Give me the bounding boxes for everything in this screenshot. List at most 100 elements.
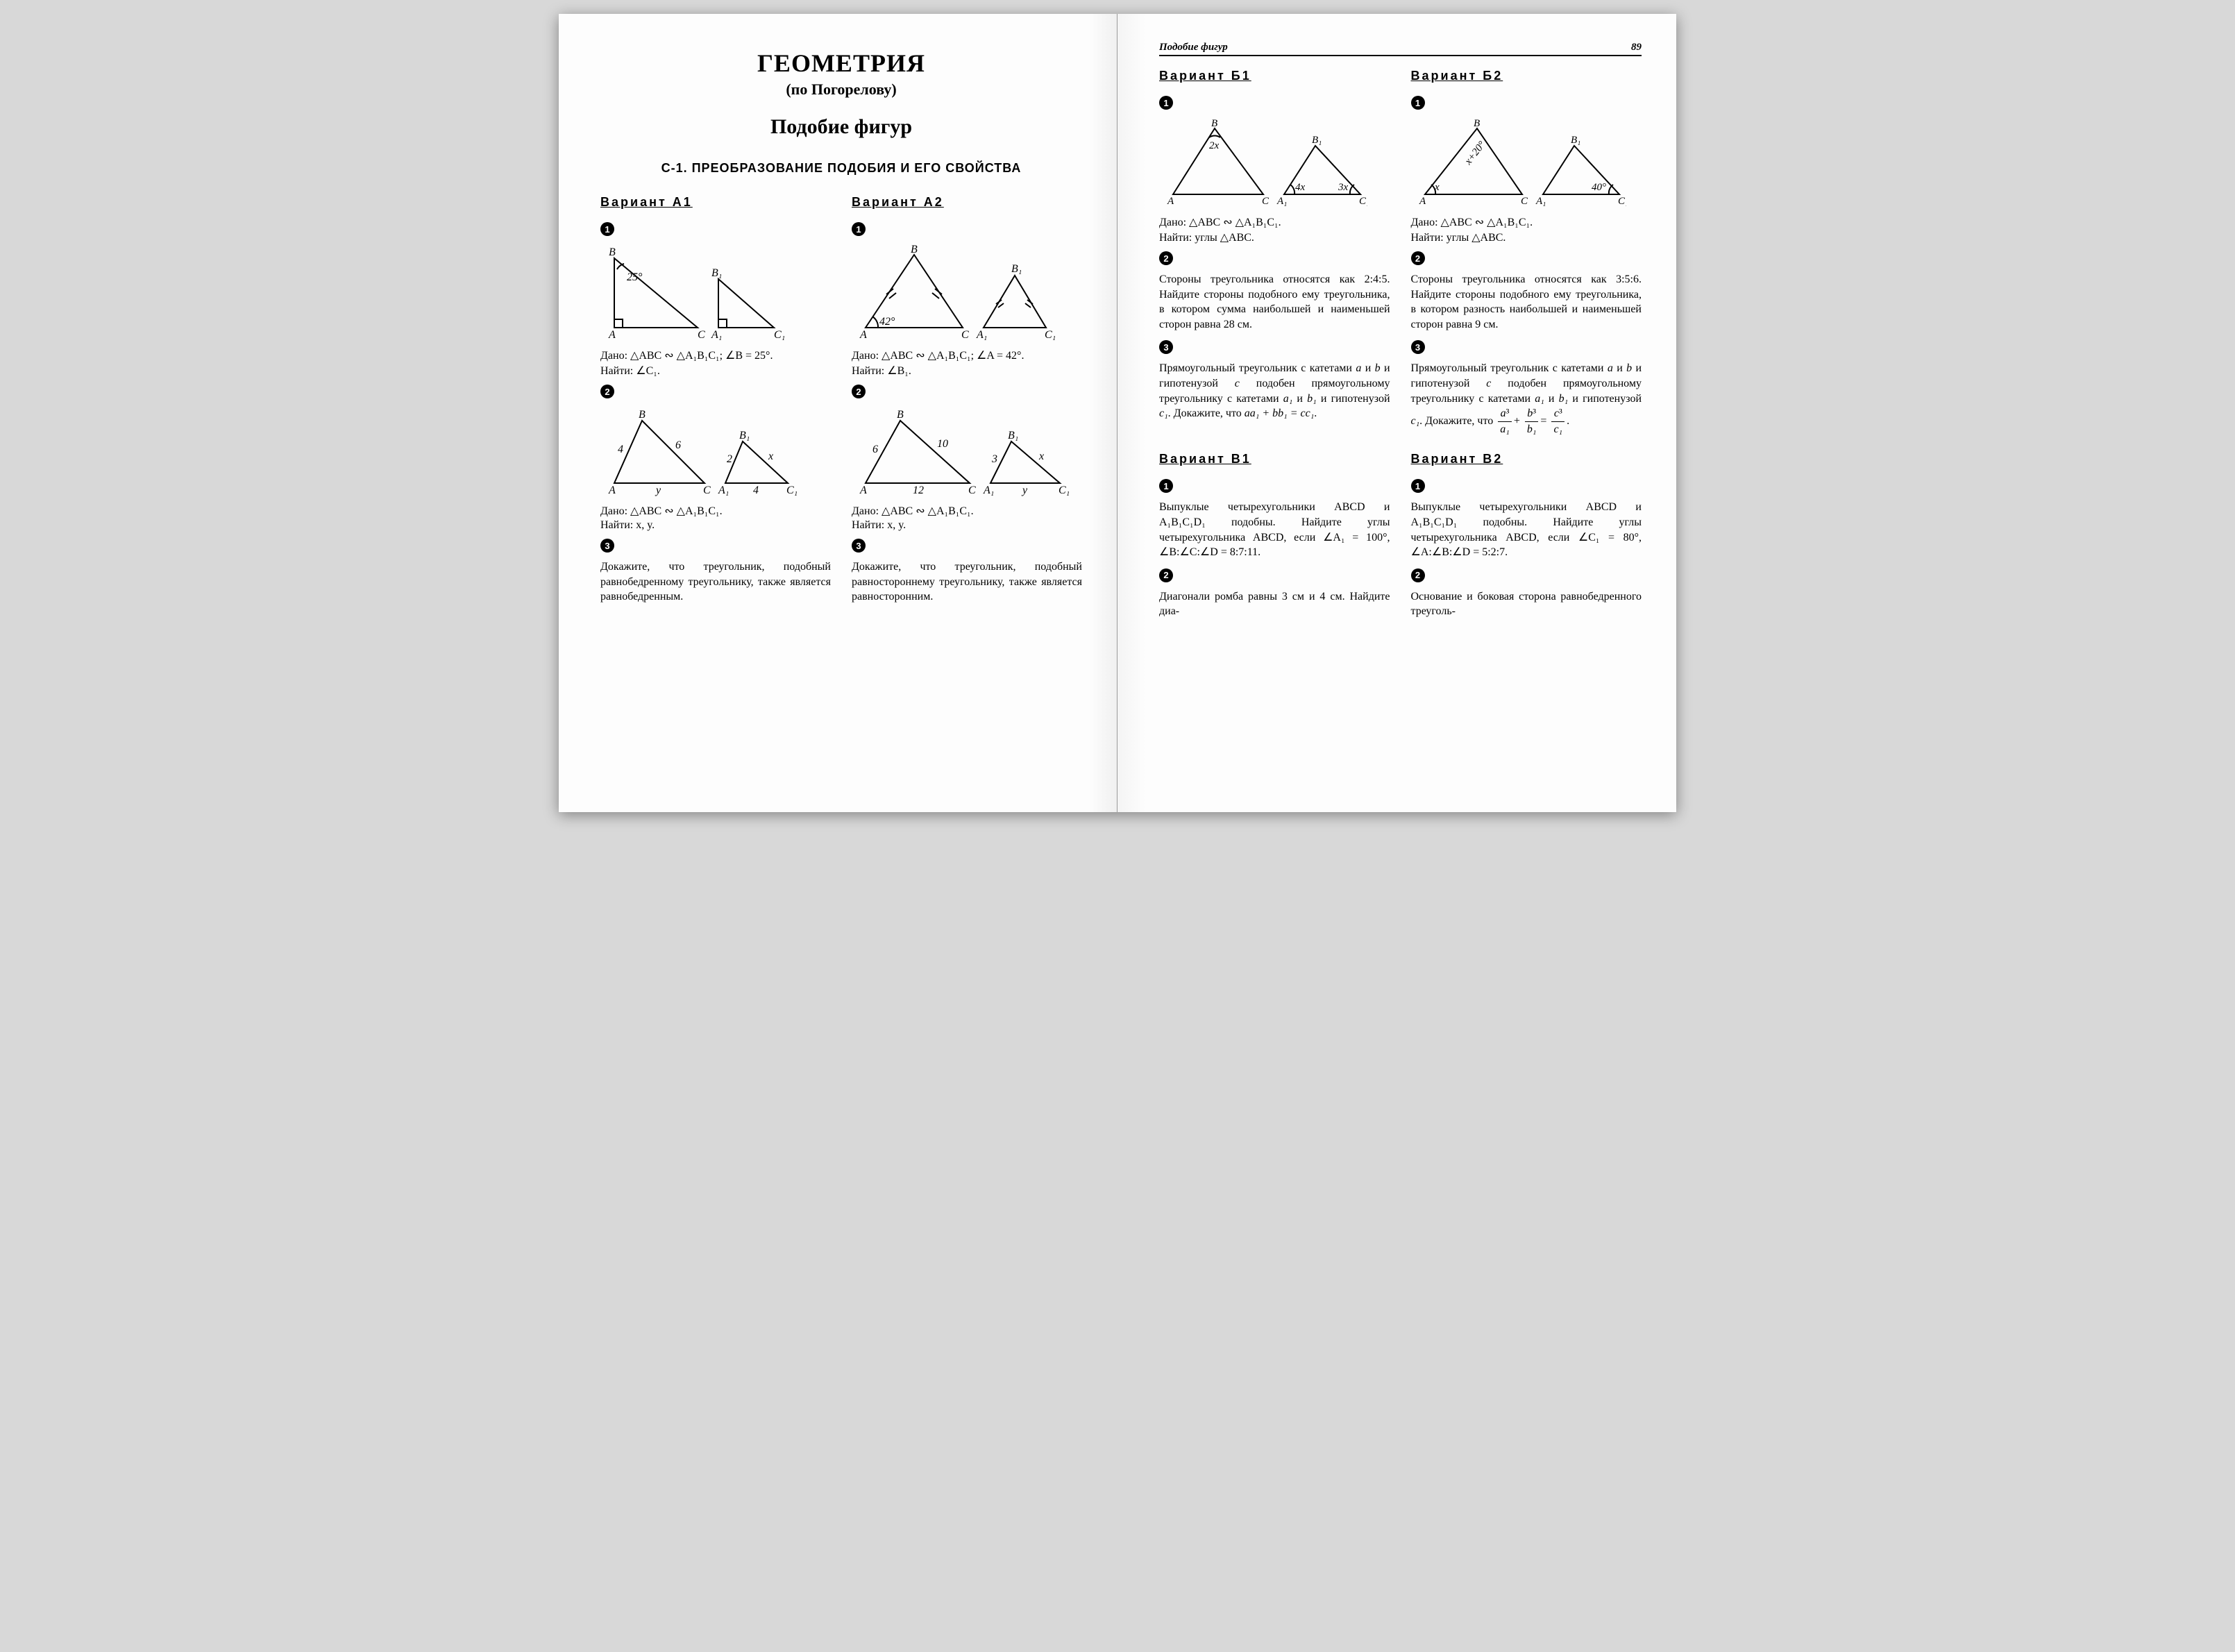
svg-text:10: 10	[937, 438, 948, 450]
b2-p2: Стороны треугольника относятся как 3:5:6…	[1411, 272, 1642, 332]
svg-text:y: y	[655, 484, 661, 496]
variant-v1: Вариант В1 1 Выпуклые четырехугольники A…	[1159, 452, 1390, 622]
bullet-1: 1	[1411, 479, 1425, 493]
variant-b1: Вариант Б1 1 ABC 2x	[1159, 69, 1390, 439]
svg-text:A: A	[608, 329, 616, 341]
page-number: 89	[1631, 42, 1642, 53]
bullet-2: 2	[600, 385, 614, 398]
book-spread: ГЕОМЕТРИЯ (по Погорелову) Подобие фигур …	[559, 14, 1676, 812]
svg-text:B: B	[1474, 118, 1480, 129]
svg-text:12: 12	[913, 484, 924, 496]
a1-p3: Докажите, что треугольник, подобный равн…	[600, 559, 831, 605]
subtitle: (по Погорелову)	[600, 81, 1082, 99]
bullet-2: 2	[1411, 251, 1425, 265]
bullet-3: 3	[852, 539, 866, 553]
svg-text:B: B	[639, 409, 646, 421]
svg-text:B₁: B₁	[1011, 263, 1022, 275]
svg-text:C: C	[1521, 196, 1528, 207]
svg-text:42°: 42°	[879, 316, 895, 328]
svg-text:x+20°: x+20°	[1462, 140, 1487, 167]
svg-text:4: 4	[618, 444, 623, 455]
v1-p1: Выпуклые четырехугольники ABCD и A₁B₁C₁D…	[1159, 500, 1390, 559]
bullet-2: 2	[1159, 568, 1173, 582]
svg-text:4: 4	[753, 484, 759, 496]
variant-label: Вариант А1	[600, 195, 831, 210]
v2-p1: Выпуклые четырехугольники ABCD и A₁B₁C₁D…	[1411, 500, 1642, 559]
svg-text:x: x	[768, 450, 773, 462]
svg-text:2: 2	[727, 453, 732, 465]
variant-label: Вариант Б1	[1159, 69, 1390, 83]
svg-text:B₁: B₁	[711, 267, 722, 279]
bullet-1: 1	[600, 222, 614, 236]
svg-text:C₁: C₁	[786, 484, 798, 496]
b1-p3: Прямоугольный треугольник с катетами a и…	[1159, 361, 1390, 421]
svg-text:B: B	[609, 246, 616, 258]
figure-a2-2: ABC 61012 A₁B₁C₁ 3xy	[852, 407, 1082, 497]
svg-text:B: B	[1211, 118, 1217, 129]
svg-text:A₁: A₁	[718, 484, 729, 496]
svg-text:B₁: B₁	[1571, 135, 1580, 146]
b2-p3: Прямоугольный треугольник с катетами a и…	[1411, 361, 1642, 437]
svg-text:A: A	[859, 329, 867, 341]
bullet-2: 2	[1411, 568, 1425, 582]
running-head: Подобие фигур 89	[1159, 42, 1642, 56]
left-columns: Вариант А1 1	[600, 195, 1082, 607]
figure-a2-1: ABC 42° A₁B₁C₁	[852, 244, 1082, 342]
figure-b1: ABC 2x A₁B₁C₁ 4x3x	[1159, 118, 1390, 208]
b2-p1-given: Дано: △ABC ∾ △A₁B₁C₁.	[1411, 215, 1642, 229]
a2-p2-find: Найти: x, y.	[852, 519, 1082, 532]
b1-p1-find: Найти: углы △ABC.	[1159, 230, 1390, 244]
bullet-3: 3	[600, 539, 614, 553]
v1-p2: Диагонали ромба равны 3 см и 4 см. Найди…	[1159, 589, 1390, 619]
figure-a1-1: A B C 25° A₁ B₁ C₁	[600, 244, 831, 342]
svg-text:25°: 25°	[627, 271, 643, 283]
right-page: Подобие фигур 89 Вариант Б1 1	[1118, 14, 1676, 812]
svg-text:C: C	[703, 484, 711, 496]
bullet-1: 1	[1411, 96, 1425, 110]
svg-text:C₁: C₁	[1618, 196, 1626, 207]
svg-text:B: B	[911, 244, 918, 255]
figure-a1-2: ABC 46y A₁B₁C₁ 2x4	[600, 407, 831, 497]
b2-p1-find: Найти: углы △ABC.	[1411, 230, 1642, 244]
svg-text:C₁: C₁	[1359, 196, 1367, 207]
svg-text:x: x	[1038, 450, 1044, 462]
variant-label: Вариант Б2	[1411, 69, 1642, 83]
svg-text:6: 6	[675, 439, 681, 451]
a1-p2-given: Дано: △ABC ∾ △A₁B₁C₁.	[600, 504, 831, 518]
variant-label: Вариант В2	[1411, 452, 1642, 466]
left-page: ГЕОМЕТРИЯ (по Погорелову) Подобие фигур …	[559, 14, 1118, 812]
svg-text:A₁: A₁	[976, 329, 987, 341]
right-columns-bottom: Вариант В1 1 Выпуклые четырехугольники A…	[1159, 452, 1642, 622]
svg-text:A: A	[1419, 196, 1426, 207]
svg-text:B₁: B₁	[1312, 135, 1322, 146]
svg-text:3: 3	[991, 453, 997, 465]
svg-text:C₁: C₁	[774, 329, 785, 341]
b1-p1-given: Дано: △ABC ∾ △A₁B₁C₁.	[1159, 215, 1390, 229]
svg-text:4x: 4x	[1295, 182, 1306, 193]
a2-p1-given: Дано: △ABC ∾ △A₁B₁C₁; ∠A = 42°.	[852, 348, 1082, 362]
variant-label: Вариант В1	[1159, 452, 1390, 466]
section-title: Подобие фигур	[600, 115, 1082, 139]
svg-text:B: B	[897, 409, 904, 421]
variant-v2: Вариант В2 1 Выпуклые четырехугольники A…	[1411, 452, 1642, 622]
variant-b2: Вариант Б2 1 A B C x x+20°	[1411, 69, 1642, 439]
svg-text:C: C	[1262, 196, 1270, 207]
svg-text:A: A	[1167, 196, 1174, 207]
svg-text:C₁: C₁	[1059, 484, 1070, 496]
svg-text:A₁: A₁	[983, 484, 994, 496]
svg-text:C: C	[698, 329, 705, 341]
chapter-heading: С-1. ПРЕОБРАЗОВАНИЕ ПОДОБИЯ И ЕГО СВОЙСТ…	[600, 160, 1082, 177]
svg-text:A: A	[608, 484, 616, 496]
v2-p2: Основание и боковая сторона равнобедренн…	[1411, 589, 1642, 619]
svg-text:C: C	[961, 329, 969, 341]
svg-text:3x: 3x	[1338, 182, 1349, 193]
variant-a2: Вариант А2 1	[852, 195, 1082, 607]
main-title: ГЕОМЕТРИЯ	[600, 49, 1082, 78]
bullet-1: 1	[1159, 479, 1173, 493]
bullet-1: 1	[1159, 96, 1173, 110]
a2-p2-given: Дано: △ABC ∾ △A₁B₁C₁.	[852, 504, 1082, 518]
svg-text:6: 6	[872, 444, 878, 455]
a1-p1-find: Найти: ∠C₁.	[600, 364, 831, 378]
variant-label: Вариант А2	[852, 195, 1082, 210]
svg-text:x: x	[1434, 182, 1440, 193]
